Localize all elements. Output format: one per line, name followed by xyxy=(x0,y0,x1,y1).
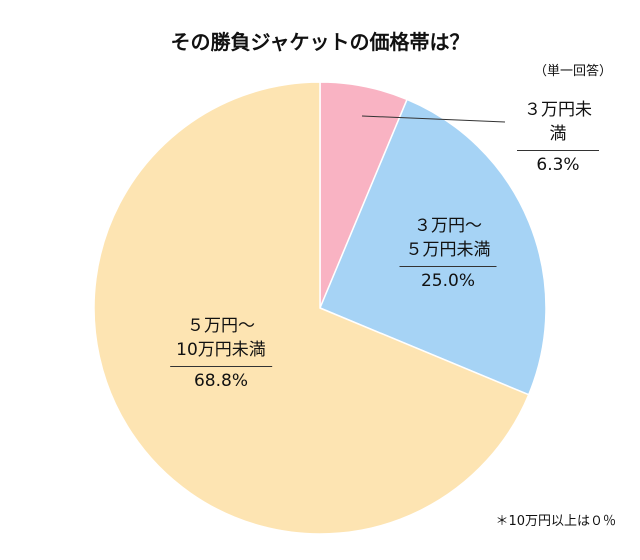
slice-label: ５万円〜 10万円未満 68.8% xyxy=(170,314,272,391)
pie-slice xyxy=(93,81,530,535)
category-label: ３万円未満 xyxy=(517,98,599,151)
note: ＊10万円以上は０％ xyxy=(495,514,616,529)
slice-label: ３万円未満 6.3% xyxy=(517,98,599,175)
subtitle: （単一回答） xyxy=(533,64,612,79)
category-label: ３万円〜 ５万円未満 xyxy=(399,214,497,267)
value-label: 68.8% xyxy=(193,371,249,391)
slice-label: ３万円〜 ５万円未満 25.0% xyxy=(399,214,497,291)
category-label: ５万円〜 10万円未満 xyxy=(170,314,272,367)
value-label: 6.3% xyxy=(536,155,580,175)
chart-title: その勝負ジャケットの価格帯は？ xyxy=(170,30,470,54)
value-label: 25.0% xyxy=(420,271,475,291)
leader-line xyxy=(361,115,506,123)
